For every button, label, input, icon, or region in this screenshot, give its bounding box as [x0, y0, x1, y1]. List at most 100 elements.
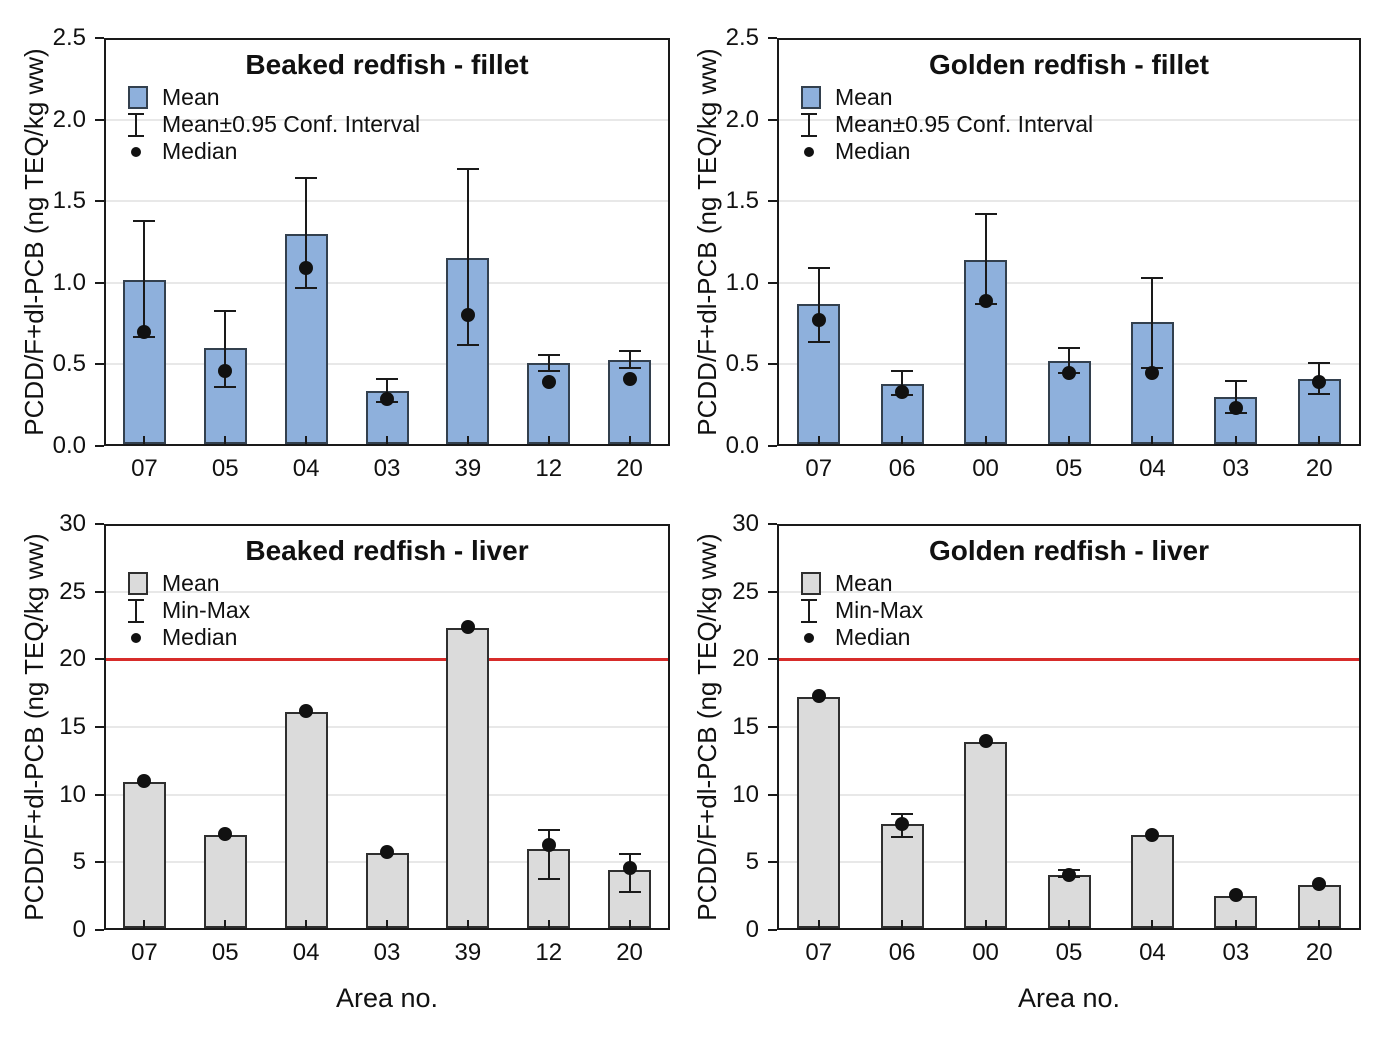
x-tick-mark — [224, 436, 227, 444]
median-dot-icon — [804, 632, 814, 643]
y-tick-mark — [768, 37, 777, 39]
x-tick-mark — [386, 920, 388, 928]
y-tick-mark — [95, 445, 104, 447]
legend-item: Mean±0.95 Conf. Interval — [801, 111, 1093, 138]
legend-item: Median — [128, 624, 250, 651]
x-tick-mark — [547, 436, 550, 444]
y-tick-label: 20 — [732, 645, 759, 673]
error-bar-cap — [1141, 276, 1164, 279]
x-tick-mark — [901, 436, 904, 444]
gridline — [104, 200, 670, 203]
x-tick-mark — [1318, 920, 1321, 928]
y-tick-mark — [95, 281, 104, 284]
median-dot — [895, 817, 910, 832]
x-tick-mark — [1068, 920, 1070, 928]
bar-mean — [203, 835, 247, 928]
x-category-label: 20 — [616, 455, 643, 482]
error-bar — [386, 379, 388, 402]
legend-median-icon — [801, 138, 835, 165]
x-category-label: 03 — [373, 939, 401, 966]
legend-mean-swatch-icon — [128, 570, 162, 597]
gridline — [777, 726, 1361, 728]
x-category-label: 07 — [131, 939, 158, 966]
x-category-label: 05 — [1055, 455, 1083, 482]
error-bar-cap — [295, 177, 318, 180]
x-category-label: 04 — [292, 455, 320, 482]
legend-label: Mean — [835, 570, 893, 596]
median-dot — [137, 774, 152, 789]
y-tick-mark — [768, 200, 777, 203]
y-tick-mark — [768, 726, 777, 728]
error-bar — [143, 220, 146, 337]
median-dot — [895, 385, 910, 400]
error-bar-cap — [807, 267, 830, 270]
x-category-label: 05 — [1055, 939, 1083, 966]
legend-label: Mean±0.95 Conf. Interval — [162, 111, 421, 137]
bar-mean — [122, 782, 166, 928]
legend-item: Mean — [801, 570, 923, 597]
error-bar — [547, 354, 550, 371]
x-category-label: 07 — [805, 939, 833, 966]
error-bar-cap — [618, 891, 641, 894]
x-tick-mark — [984, 920, 987, 928]
bar-mean — [880, 824, 924, 928]
median-dot — [811, 313, 826, 328]
legend-label: Mean — [162, 570, 220, 596]
x-category-label: 12 — [535, 939, 563, 966]
median-dot — [380, 844, 394, 859]
median-dot — [218, 826, 233, 841]
x-category-label: 06 — [888, 455, 916, 482]
legend-mean-swatch-icon — [801, 84, 835, 111]
legend-label: Median — [835, 138, 911, 164]
legend-median-icon — [128, 624, 162, 651]
y-tick-mark — [768, 590, 777, 593]
x-tick-mark — [143, 920, 146, 928]
legend-label: Min-Max — [162, 597, 251, 623]
x-category-label: 07 — [131, 455, 158, 482]
y-tick-mark — [768, 363, 777, 366]
legend-label: Median — [162, 624, 238, 650]
bar-mean — [203, 348, 247, 444]
y-tick-mark — [95, 861, 104, 864]
x-tick-mark — [386, 436, 388, 444]
x-tick-mark — [1151, 436, 1154, 444]
legend-label: Mean — [835, 84, 893, 110]
legend-median-icon — [128, 138, 162, 165]
error-bar-cap — [807, 340, 830, 343]
y-tick-label: 0.5 — [725, 350, 759, 378]
median-dot — [137, 324, 152, 339]
median-dot — [978, 293, 993, 308]
median-dot — [811, 688, 826, 703]
y-tick-label: 1.0 — [52, 268, 86, 296]
x-tick-mark — [1234, 920, 1237, 928]
legend-mean-swatch-icon — [801, 570, 835, 597]
median-dot — [1062, 867, 1076, 882]
y-tick-mark — [768, 445, 777, 447]
error-bar — [1234, 380, 1237, 414]
error-bar-icon — [801, 112, 817, 137]
y-tick-mark — [768, 281, 777, 284]
error-bar-cap — [1308, 392, 1331, 395]
y-tick-mark — [768, 658, 777, 661]
x-category-label: 05 — [211, 455, 239, 482]
panel-title: Golden redfish - liver — [928, 535, 1210, 566]
error-bar-cap — [1058, 347, 1080, 350]
x-category-label: 04 — [1139, 455, 1166, 482]
x-category-label: 03 — [373, 455, 401, 482]
x-tick-mark — [1068, 436, 1070, 444]
legend-item: Mean — [128, 84, 420, 111]
y-tick-label: 5 — [72, 848, 86, 876]
error-bar-cap — [456, 167, 479, 170]
median-dot — [1062, 365, 1076, 380]
legend-label: Min-Max — [835, 597, 924, 623]
legend: Mean Mean±0.95 Conf. Interval Median — [801, 84, 1093, 165]
error-bar-cap — [537, 877, 560, 880]
x-tick-mark — [901, 920, 904, 928]
y-tick-mark — [95, 590, 104, 593]
error-bar-icon — [801, 598, 817, 623]
bar-mean — [797, 697, 841, 928]
error-bar-cap — [891, 812, 914, 815]
legend-errorbar-icon — [128, 111, 162, 138]
error-bar-cap — [133, 219, 156, 222]
